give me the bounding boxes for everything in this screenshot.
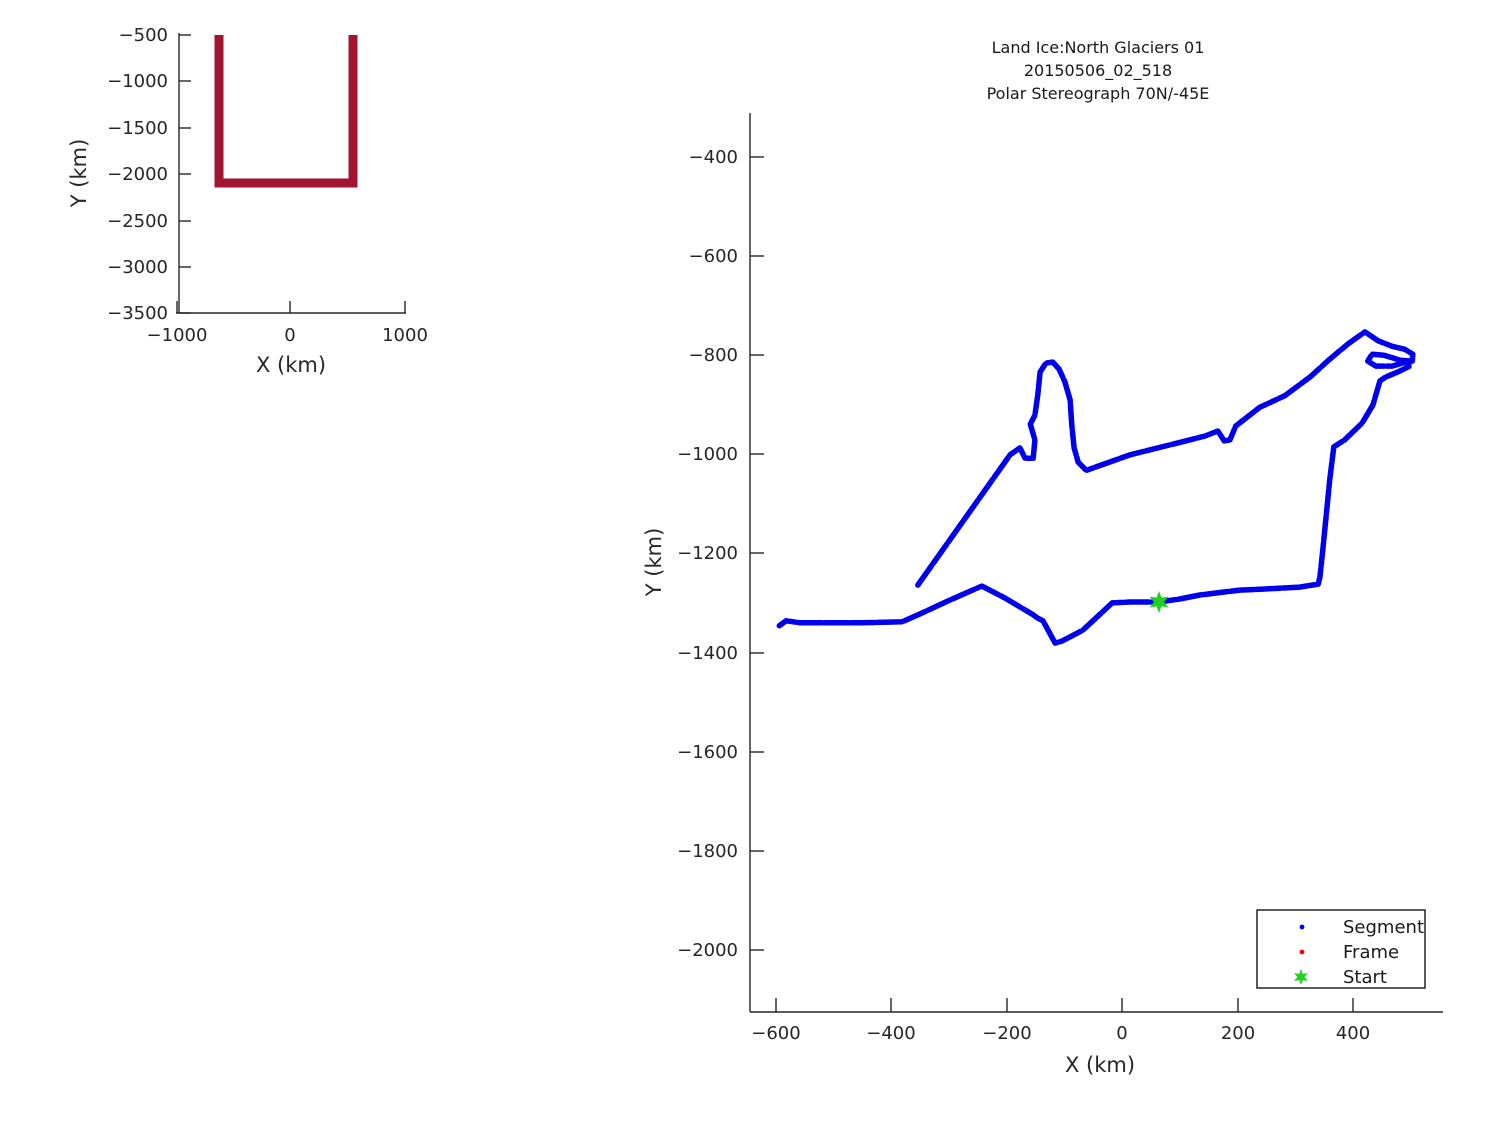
overview-ylabel: Y (km) bbox=[67, 139, 91, 209]
overview-y-ticks bbox=[179, 34, 191, 314]
legend-start-label: Start bbox=[1343, 967, 1387, 988]
overview-xlabel: X (km) bbox=[256, 353, 326, 377]
main-ytick-1: −600 bbox=[689, 246, 738, 267]
overview-y-tick-labels: −500 −1000 −1500 −2000 −2500 −3000 −3500 bbox=[107, 25, 168, 324]
plot-title: Land Ice:North Glaciers 01 20150506_02_5… bbox=[987, 38, 1210, 103]
main-y-ticks bbox=[750, 156, 764, 951]
main-ylabel: Y (km) bbox=[642, 528, 666, 598]
overview-xtick-1: 0 bbox=[284, 325, 295, 346]
main-ytick-5: −1400 bbox=[677, 643, 738, 664]
title-line-1: Land Ice:North Glaciers 01 bbox=[992, 38, 1205, 57]
overview-ytick-2: −1500 bbox=[107, 118, 168, 139]
main-ytick-2: −800 bbox=[689, 345, 738, 366]
overview-ytick-4: −2500 bbox=[107, 211, 168, 232]
main-xtick-3: 0 bbox=[1116, 1023, 1127, 1044]
overview-ytick-6: −3500 bbox=[107, 303, 168, 324]
segment-track-line bbox=[776, 329, 1416, 646]
legend-frame-label: Frame bbox=[1343, 942, 1399, 963]
main-xtick-4: 200 bbox=[1221, 1023, 1255, 1044]
main-ytick-0: −400 bbox=[689, 147, 738, 168]
overview-x-tick-labels: −1000 0 1000 bbox=[147, 325, 428, 346]
overview-ytick-1: −1000 bbox=[107, 71, 168, 92]
legend-frame-marker-icon bbox=[1299, 949, 1305, 955]
overview-xtick-0: −1000 bbox=[147, 325, 208, 346]
main-y-tick-labels: −400 −600 −800 −1000 −1200 −1400 −1600 −… bbox=[677, 147, 738, 961]
main-xlabel: X (km) bbox=[1065, 1053, 1135, 1077]
overview-ytick-5: −3000 bbox=[107, 257, 168, 278]
overview-ytick-0: −500 bbox=[119, 25, 168, 46]
start-marker-icon bbox=[1149, 591, 1169, 613]
main-ytick-3: −1000 bbox=[677, 444, 738, 465]
overview-track-line bbox=[214, 35, 358, 188]
overview-xtick-2: 1000 bbox=[382, 325, 428, 346]
main-x-tick-labels: −600 −400 −200 0 200 400 bbox=[751, 1023, 1370, 1044]
main-ytick-8: −2000 bbox=[677, 940, 738, 961]
main-ytick-4: −1200 bbox=[677, 543, 738, 564]
overview-ytick-3: −2000 bbox=[107, 164, 168, 185]
main-xtick-1: −400 bbox=[866, 1023, 915, 1044]
main-x-ticks bbox=[775, 998, 1354, 1012]
main-xtick-5: 400 bbox=[1336, 1023, 1370, 1044]
main-ytick-6: −1600 bbox=[677, 742, 738, 763]
title-line-2: 20150506_02_518 bbox=[1024, 61, 1172, 81]
main-plot: Land Ice:North Glaciers 01 20150506_02_5… bbox=[642, 38, 1443, 1077]
main-ytick-7: −1800 bbox=[677, 841, 738, 862]
legend-segment-label: Segment bbox=[1343, 917, 1424, 938]
legend: Segment Frame Start bbox=[1256, 909, 1426, 989]
legend-segment-marker-icon bbox=[1299, 924, 1305, 930]
main-xtick-0: −600 bbox=[751, 1023, 800, 1044]
overview-plot: −500 −1000 −1500 −2000 −2500 −3000 −3500… bbox=[67, 25, 428, 377]
title-line-3: Polar Stereograph 70N/-45E bbox=[987, 84, 1210, 103]
overview-x-ticks bbox=[176, 301, 406, 313]
legend-box bbox=[1256, 909, 1426, 989]
legend-start-marker-icon bbox=[1294, 969, 1308, 985]
main-xtick-2: −200 bbox=[982, 1023, 1031, 1044]
